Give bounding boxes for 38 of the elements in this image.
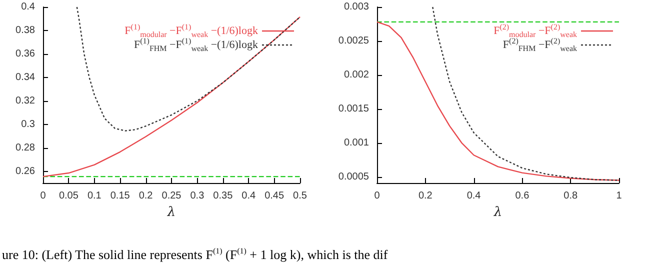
y-tick-label: 0.36: [16, 48, 36, 60]
x-tick-label: 0.8: [564, 190, 578, 202]
x-tick-label: 0.25: [162, 190, 182, 202]
x-axis-title: λ: [492, 204, 502, 220]
line-series: [76, 6, 301, 132]
x-axis-title: λ: [166, 204, 176, 220]
text: ure 10: (Left) The solid line represents F$^{(1)}$ (F$^{(1)}$ + 1 log k), which is the dif: [2, 246, 388, 263]
y-tick-label: 0.34: [16, 72, 36, 83]
y-tick-label: 0.4: [21, 2, 36, 12]
x-tick-label: 0.35: [213, 190, 234, 202]
x-tick-label: 0.3: [190, 190, 205, 202]
x-tick-label: 0.45: [264, 190, 284, 202]
y-tick-label: 0.001: [344, 137, 370, 148]
line-series: [376, 21, 620, 181]
x-tick-label: 0.1: [87, 190, 102, 202]
y-tick-label: 0.002: [344, 69, 370, 80]
x-tick-label: 0.2: [138, 190, 154, 202]
x-tick-label: 0.2: [418, 190, 433, 202]
x-tick-label: 0: [40, 190, 46, 202]
y-tick-label: 0.0005: [338, 171, 370, 182]
x-tick-label: 0.4: [466, 190, 482, 202]
x-tick-label: 0: [374, 190, 380, 202]
x-tick-label: 0.05: [58, 190, 79, 202]
x-tick-label: 0.6: [515, 190, 530, 202]
y-tick-label: 0.38: [16, 24, 36, 36]
x-tick-label: 1: [616, 190, 622, 202]
y-tick-label: 0.26: [16, 166, 36, 177]
y-tick-label: 0.3: [21, 118, 36, 130]
line-series: [432, 6, 620, 181]
y-tick-label: 0.28: [16, 142, 36, 154]
y-tick-label: 0.0015: [338, 103, 370, 114]
x-tick-label: 0.15: [110, 190, 130, 202]
x-tick-label: 0.5: [293, 190, 308, 202]
y-tick-label: 0.0025: [338, 35, 370, 46]
line-series: [42, 16, 301, 178]
y-tick-label: 0.32: [16, 95, 36, 106]
y-tick-label: 0.003: [344, 2, 370, 12]
x-tick-label: 0.4: [242, 190, 256, 202]
